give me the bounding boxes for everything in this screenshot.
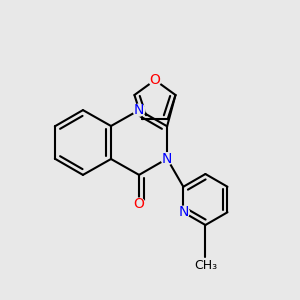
Circle shape (177, 206, 189, 218)
Text: N: N (178, 205, 188, 219)
Circle shape (133, 104, 145, 116)
Circle shape (161, 153, 173, 165)
Circle shape (133, 198, 145, 210)
Text: N: N (162, 152, 172, 166)
Text: O: O (149, 73, 161, 87)
Text: O: O (134, 197, 145, 211)
Text: N: N (134, 103, 144, 117)
Text: CH₃: CH₃ (194, 259, 217, 272)
Circle shape (149, 74, 161, 86)
